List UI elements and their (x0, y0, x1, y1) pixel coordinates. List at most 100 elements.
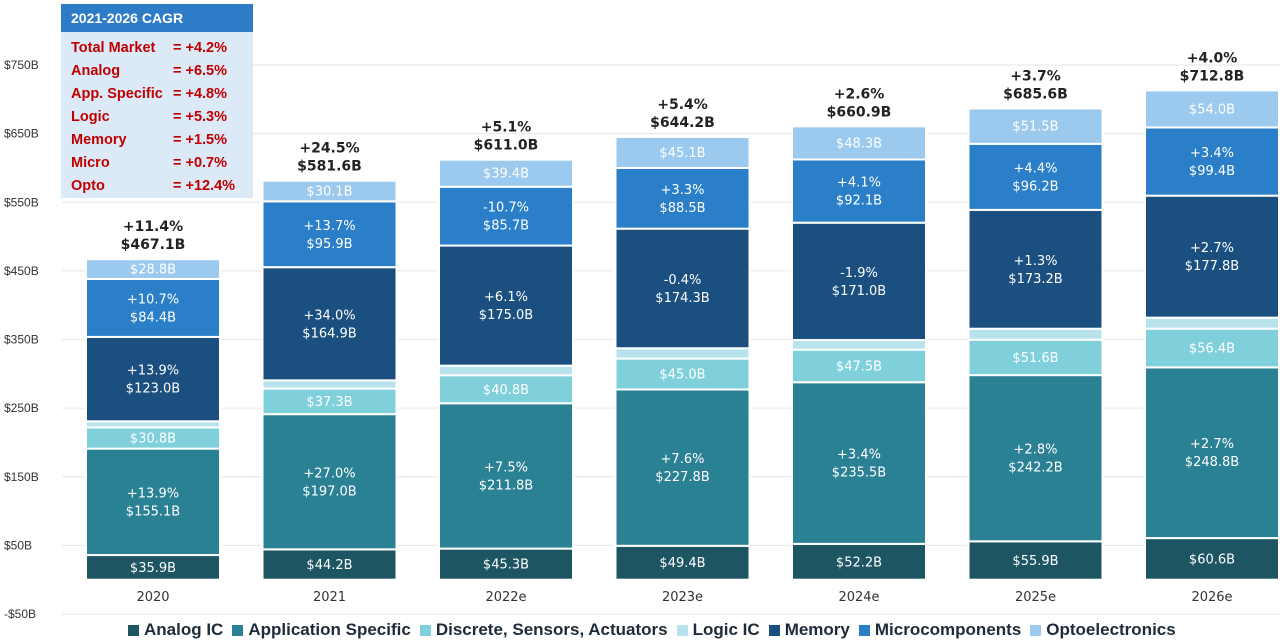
data-label: $95.9B (306, 237, 352, 252)
bar-segment (261, 387, 398, 416)
data-label: $174.3B (655, 291, 709, 306)
cagr-name: Total Market (71, 40, 156, 56)
data-label: +3.4% (1190, 146, 1234, 161)
data-label: $30.1B (306, 185, 352, 200)
data-label: +27.0% (303, 466, 355, 481)
legend-swatch (858, 624, 870, 636)
legend-swatch (419, 624, 431, 636)
data-label: +2.8% (1014, 443, 1058, 458)
data-label: -10.7% (483, 201, 529, 216)
cagr-summary-box: 2021-2026 CAGR Total Market = +4.2% Analo… (61, 4, 253, 198)
data-label: $164.9B (302, 326, 356, 341)
bar-segment (438, 374, 574, 405)
legend-item-microcomponents: Microcomponents (858, 620, 1022, 640)
data-label: $173.2B (1008, 272, 1062, 287)
data-label: $28.8B (130, 263, 176, 278)
x-tick-label: 2024e (838, 590, 879, 605)
data-label: +7.6% (661, 452, 705, 467)
data-label: $123.0B (126, 382, 180, 397)
data-label: $51.6B (1012, 351, 1058, 366)
cagr-name: Opto (71, 178, 105, 194)
bar-segment (438, 402, 574, 550)
data-label: $47.5B (836, 359, 882, 374)
total-value-label: $644.2B (650, 115, 715, 131)
data-label: $44.2B (306, 558, 352, 573)
data-label: $99.4B (1189, 164, 1235, 179)
data-label: $39.4B (483, 167, 529, 182)
total-value-label: $581.6B (297, 159, 362, 175)
y-tick-label: $550B (4, 195, 39, 209)
data-label: +4.4% (1014, 161, 1058, 176)
bar-segment (967, 142, 1104, 211)
data-label: $56.4B (1189, 342, 1235, 357)
data-label: +6.1% (484, 290, 528, 305)
bar-segment (791, 221, 927, 342)
legend-item-logic-ic: Logic IC (676, 620, 760, 640)
bar-segment (261, 179, 398, 203)
y-tick-label: $650B (4, 127, 39, 141)
data-label: $211.8B (479, 478, 533, 493)
bar-segment (614, 544, 751, 581)
bar-segment (967, 107, 1104, 145)
total-value-label: $685.6B (1003, 87, 1068, 103)
data-label: $84.4B (130, 310, 176, 325)
bar-segment (261, 379, 398, 390)
data-label: $177.8B (1185, 259, 1239, 274)
data-label: $30.8B (130, 432, 176, 447)
bar-segment (438, 364, 574, 377)
legend-item-discrete: Discrete, Sensors, Actuators (419, 620, 668, 640)
bar-segment (967, 327, 1104, 341)
y-tick-label: $50B (4, 538, 32, 552)
cagr-value: = +6.5% (173, 63, 228, 79)
bar-segment (614, 166, 751, 230)
bar-segment (614, 388, 751, 547)
bar-segment (967, 208, 1104, 330)
legend-label: Memory (784, 620, 850, 639)
data-label: $37.3B (306, 395, 352, 410)
legend-swatch (232, 624, 244, 636)
bar-segment (1144, 89, 1280, 129)
data-label: +3.3% (661, 183, 705, 198)
total-growth-label: +5.1% (481, 120, 532, 136)
cagr-name: Memory (71, 132, 127, 148)
legend-label: Discrete, Sensors, Actuators (435, 620, 668, 639)
data-label: +13.7% (303, 219, 355, 234)
legend-swatch (1030, 624, 1042, 636)
x-tick-label: 2022e (485, 590, 526, 605)
bar-segment (791, 339, 927, 351)
total-value-label: $660.9B (827, 104, 892, 120)
data-label: -0.4% (664, 273, 702, 288)
bar-segment (1144, 537, 1280, 581)
bar-segment (438, 158, 574, 188)
total-growth-label: +3.7% (1010, 69, 1061, 85)
data-label: $92.1B (836, 194, 882, 209)
cagr-row-total: Total Market = +4.2% (71, 37, 253, 60)
total-growth-label: +4.0% (1187, 50, 1238, 66)
data-label: $55.9B (1012, 554, 1058, 569)
cagr-value: = +1.5% (173, 132, 228, 148)
data-label: $175.0B (479, 308, 533, 323)
y-tick-label: -$50B (4, 607, 36, 621)
bar-segment (85, 277, 221, 338)
data-label: +13.9% (127, 486, 179, 501)
bar-segment (1144, 366, 1280, 540)
bar-segment (791, 381, 927, 545)
x-tick-label: 2025e (1015, 590, 1056, 605)
legend-label: Microcomponents (874, 620, 1022, 639)
cagr-rows: Total Market = +4.2% Analog = +6.5% App. S… (61, 32, 253, 198)
data-label: $248.8B (1185, 455, 1239, 470)
data-label: +4.1% (837, 176, 881, 191)
bar-segment (614, 227, 751, 350)
x-tick-label: 2023e (662, 590, 703, 605)
cagr-name: Micro (71, 155, 110, 171)
data-label: $45.3B (483, 558, 529, 573)
data-label: $49.4B (659, 556, 705, 571)
data-label: +1.3% (1014, 254, 1058, 269)
y-tick-label: $450B (4, 264, 39, 278)
legend-swatch (676, 624, 688, 636)
bar-segment (1144, 126, 1280, 197)
data-label: $235.5B (832, 466, 886, 481)
legend-item-analog-ic: Analog IC (128, 620, 223, 640)
bar-segment (261, 200, 398, 269)
y-tick-label: $150B (4, 470, 39, 484)
